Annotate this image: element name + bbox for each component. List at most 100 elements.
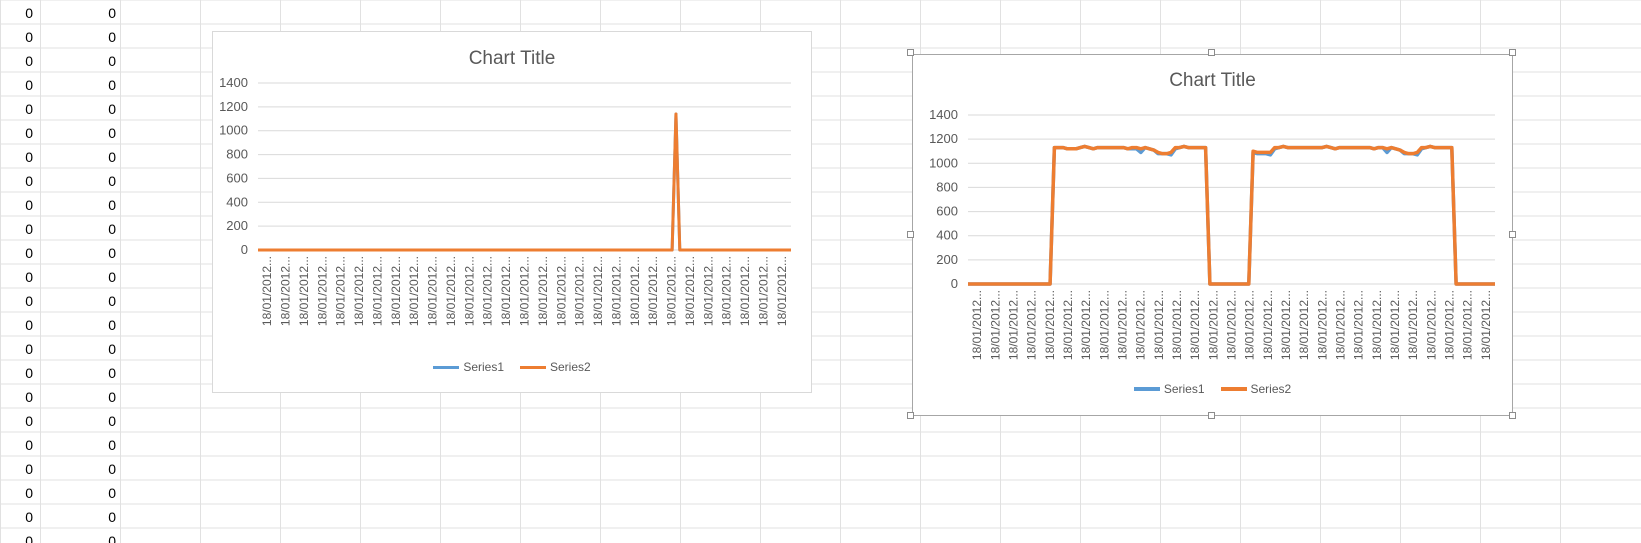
y-tick-label: 600 xyxy=(226,170,248,185)
cell-col-a[interactable]: 0 xyxy=(25,5,33,21)
cell-col-b[interactable]: 0 xyxy=(108,485,116,501)
resize-handle-top-left[interactable] xyxy=(907,49,914,56)
chart-1[interactable]: Chart Title 0 200 400 600 800 1000 1200 1400 18/… xyxy=(212,31,812,393)
cell-col-b[interactable]: 0 xyxy=(108,389,116,405)
resize-handle-bottom-left[interactable] xyxy=(907,412,914,419)
chart-1-title[interactable]: Chart Title xyxy=(468,48,556,69)
cell-col-a[interactable]: 0 xyxy=(25,293,33,309)
legend-label-series2: Series2 xyxy=(1250,382,1292,396)
x-tick-label: 18/01/2012... xyxy=(279,256,293,326)
x-tick-label: 18/01/2012... xyxy=(775,256,789,326)
cell-col-a[interactable]: 0 xyxy=(25,269,33,285)
x-tick-label: 18/01/2012... xyxy=(352,256,366,326)
chart-2-title[interactable]: Chart Title xyxy=(1169,70,1256,91)
chart-1-legend[interactable]: Series1 Series2 xyxy=(213,360,811,374)
cell-col-b[interactable]: 0 xyxy=(108,29,116,45)
resize-handle-bottom-right[interactable] xyxy=(1509,412,1516,419)
cell-col-b[interactable]: 0 xyxy=(108,245,116,261)
x-tick-label: 18/01/2012... xyxy=(970,290,984,360)
resize-handle-bottom[interactable] xyxy=(1208,412,1215,419)
series1-swatch xyxy=(433,365,460,369)
cell-col-b[interactable]: 0 xyxy=(108,173,116,189)
cell-col-a[interactable]: 0 xyxy=(25,413,33,429)
cell-col-b[interactable]: 0 xyxy=(108,293,116,309)
cell-col-b[interactable]: 0 xyxy=(108,341,116,357)
cell-col-a[interactable]: 0 xyxy=(25,173,33,189)
resize-handle-top[interactable] xyxy=(1208,49,1215,56)
resize-handle-top-right[interactable] xyxy=(1509,49,1516,56)
x-tick-label: 18/01/2012... xyxy=(609,256,623,326)
cell-col-b[interactable]: 0 xyxy=(108,317,116,333)
resize-handle-left[interactable] xyxy=(907,231,914,238)
x-tick-label: 18/01/2012... xyxy=(1097,290,1111,360)
cell-col-a[interactable]: 0 xyxy=(25,317,33,333)
cell-col-a[interactable]: 0 xyxy=(25,221,33,237)
series-line-series1[interactable] xyxy=(968,144,1495,286)
cell-col-a[interactable]: 0 xyxy=(25,29,33,45)
x-tick-label: 18/01/2012... xyxy=(1424,290,1438,360)
cell-col-a[interactable]: 0 xyxy=(25,53,33,69)
x-tick-label: 18/01/2012... xyxy=(1479,290,1493,360)
cell-col-a[interactable]: 0 xyxy=(25,461,33,477)
series2-swatch xyxy=(1220,387,1247,391)
series-line-series2[interactable] xyxy=(258,112,791,252)
cell-col-a[interactable]: 0 xyxy=(25,533,33,543)
y-tick-label: 200 xyxy=(226,218,248,233)
cell-col-a[interactable]: 0 xyxy=(25,341,33,357)
x-tick-label: 18/01/2012... xyxy=(462,256,476,326)
x-tick-label: 18/01/2012... xyxy=(1061,290,1075,360)
cell-col-a[interactable]: 0 xyxy=(25,77,33,93)
x-tick-label: 18/01/2012... xyxy=(1261,290,1275,360)
x-tick-label: 18/01/2012... xyxy=(1243,290,1257,360)
chart-1-plot[interactable]: 0 200 400 600 800 1000 1200 1400 18/01/2012... 18… xyxy=(213,32,813,394)
x-tick-label: 18/01/2012... xyxy=(297,256,311,326)
cell-col-b[interactable]: 0 xyxy=(108,5,116,21)
series2-swatch xyxy=(520,365,546,369)
cell-col-b[interactable]: 0 xyxy=(108,461,116,477)
cell-col-b[interactable]: 0 xyxy=(108,437,116,453)
cell-col-b[interactable]: 0 xyxy=(108,125,116,141)
chart-2-plot[interactable]: 0 200 400 600 800 1000 1200 1400 18/01/2012... 18… xyxy=(913,55,1514,417)
cell-col-a[interactable]: 0 xyxy=(25,245,33,261)
y-tick-label: 1200 xyxy=(929,131,958,146)
cell-col-a[interactable]: 0 xyxy=(25,509,33,525)
x-tick-label: 18/01/2012... xyxy=(701,256,715,326)
cell-col-b[interactable]: 0 xyxy=(108,533,116,543)
cell-col-b[interactable]: 0 xyxy=(108,149,116,165)
cell-col-a[interactable]: 0 xyxy=(25,101,33,117)
chart-2[interactable]: Chart Title 0 200 400 600 800 1000 1200 1400 18/… xyxy=(912,54,1513,416)
cell-col-a[interactable]: 0 xyxy=(25,125,33,141)
cell-col-a[interactable]: 0 xyxy=(25,389,33,405)
cell-col-a[interactable]: 0 xyxy=(25,485,33,501)
y-tick-label: 400 xyxy=(226,194,248,209)
cell-col-b[interactable]: 0 xyxy=(108,269,116,285)
x-tick-label: 18/01/2012... xyxy=(481,256,495,326)
y-tick-label: 1000 xyxy=(219,123,248,138)
cell-col-a[interactable]: 0 xyxy=(25,365,33,381)
x-tick-label: 18/01/2012... xyxy=(1388,290,1402,360)
y-tick-label: 200 xyxy=(936,252,958,267)
cell-col-b[interactable]: 0 xyxy=(108,365,116,381)
x-tick-label: 18/01/2012... xyxy=(370,256,384,326)
cell-col-b[interactable]: 0 xyxy=(108,221,116,237)
resize-handle-right[interactable] xyxy=(1509,231,1516,238)
cell-col-a[interactable]: 0 xyxy=(25,437,33,453)
cell-col-b[interactable]: 0 xyxy=(108,101,116,117)
chart-2-legend[interactable]: Series1 Series2 xyxy=(913,382,1512,396)
y-tick-label: 1000 xyxy=(929,155,958,170)
series-line-series2[interactable] xyxy=(968,144,1495,286)
cell-col-b[interactable]: 0 xyxy=(108,413,116,429)
x-tick-label: 18/01/2012... xyxy=(1370,290,1384,360)
cell-col-b[interactable]: 0 xyxy=(108,509,116,525)
x-tick-label: 18/01/2012... xyxy=(1352,290,1366,360)
cell-col-b[interactable]: 0 xyxy=(108,53,116,69)
cell-col-a[interactable]: 0 xyxy=(25,197,33,213)
series1-swatch xyxy=(1133,387,1160,391)
x-tick-label: 18/01/2012... xyxy=(334,256,348,326)
cell-col-b[interactable]: 0 xyxy=(108,197,116,213)
y-tick-label: 600 xyxy=(936,204,958,219)
cell-col-a[interactable]: 0 xyxy=(25,149,33,165)
cell-col-b[interactable]: 0 xyxy=(108,77,116,93)
series-line-series1[interactable] xyxy=(258,112,791,252)
legend-item-series1: Series1 xyxy=(433,360,504,374)
